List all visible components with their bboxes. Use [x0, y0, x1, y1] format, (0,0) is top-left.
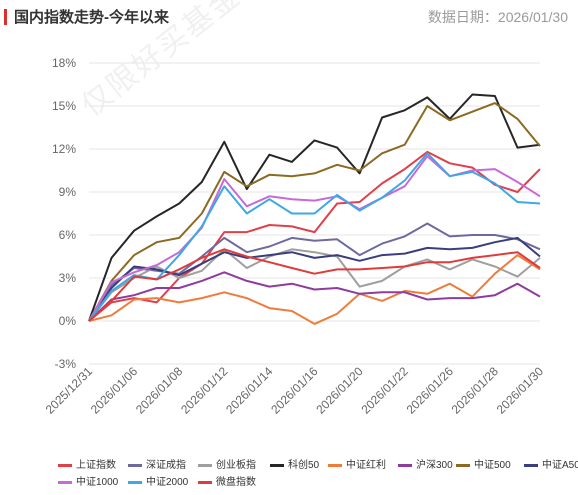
series-line	[88, 248, 541, 322]
series-line	[88, 93, 541, 322]
legend-item[interactable]: 中证红利	[328, 456, 386, 471]
page-title: 国内指数走势-今年以来	[14, 9, 169, 26]
legend-swatch	[58, 463, 72, 467]
legend-label: 中证500	[474, 460, 511, 471]
x-tick-label: 2026/01/08	[133, 364, 186, 417]
legend-swatch	[128, 480, 142, 484]
legend-item[interactable]: 中证500	[456, 456, 511, 471]
legend-item[interactable]: 沪深300	[398, 456, 453, 471]
legend-label: 上证指数	[76, 460, 116, 471]
series-line	[88, 271, 541, 322]
legend-label: 微盘指数	[216, 477, 256, 488]
series-line	[88, 254, 541, 325]
legend-label: 创业板指	[216, 460, 256, 471]
legend-item[interactable]: 科创50	[270, 456, 319, 471]
x-tick-label: 2026/01/22	[358, 364, 411, 417]
x-tick-label: 2026/01/26	[404, 364, 457, 417]
legend-swatch	[270, 463, 284, 467]
legend-item[interactable]: 创业板指	[198, 456, 256, 471]
y-tick-label: 3%	[59, 271, 77, 285]
legend-item[interactable]: 中证2000	[128, 473, 188, 488]
series-line	[88, 222, 541, 322]
legend-item[interactable]: 深证成指	[128, 456, 186, 471]
legend-swatch	[128, 463, 142, 467]
legend-swatch	[58, 480, 72, 484]
y-tick-label: 18%	[52, 56, 76, 70]
x-tick-label: 2026/01/30	[494, 364, 547, 417]
data-date: 数据日期：2026/01/30	[427, 9, 568, 25]
x-tick-label: 2025/12/31	[43, 364, 96, 417]
y-tick-label: 15%	[52, 99, 76, 113]
series-line	[88, 150, 541, 322]
x-axis-ticks: 2025/12/312026/01/062026/01/082026/01/12…	[43, 364, 547, 417]
legend-label: 中证2000	[146, 477, 189, 488]
legend-label: 中证红利	[346, 460, 386, 471]
x-tick-label: 2026/01/12	[178, 364, 231, 417]
legend-swatch	[328, 463, 342, 467]
series-lines	[88, 93, 541, 325]
x-tick-label: 2026/01/16	[268, 364, 321, 417]
legend-swatch	[524, 463, 538, 467]
header: 国内指数走势-今年以来 数据日期：2026/01/30	[0, 0, 578, 36]
y-tick-label: 12%	[52, 142, 76, 156]
series-line	[88, 152, 541, 322]
series-line	[88, 248, 541, 322]
legend-swatch	[198, 463, 212, 467]
legend-label: 沪深300	[416, 460, 453, 471]
legend-swatch	[456, 463, 470, 467]
legend-swatch	[398, 463, 412, 467]
legend-item[interactable]: 微盘指数	[198, 473, 256, 488]
x-tick-label: 2026/01/28	[449, 364, 502, 417]
legend-label: 深证成指	[146, 460, 186, 471]
legend-label: 科创50	[288, 460, 320, 471]
title-accent-bar	[4, 9, 7, 25]
series-line	[88, 102, 541, 322]
legend-label: 中证1000	[76, 477, 119, 488]
legend-swatch	[198, 480, 212, 484]
y-tick-label: 9%	[59, 185, 77, 199]
grid-lines	[89, 62, 540, 365]
x-tick-label: 2026/01/06	[88, 364, 141, 417]
x-tick-label: 2026/01/20	[313, 364, 366, 417]
legend-item[interactable]: 中证1000	[58, 473, 118, 488]
legend-label: 中证A500	[542, 460, 578, 471]
legend-item[interactable]: 上证指数	[58, 456, 116, 471]
y-tick-label: 0%	[59, 314, 77, 328]
legend-item[interactable]: 中证A500	[524, 456, 578, 471]
y-axis-ticks: -3% 0% 3% 6% 9% 12% 15% 18%	[52, 56, 76, 371]
y-tick-label: -3%	[55, 357, 77, 371]
y-tick-label: 6%	[59, 228, 77, 242]
x-tick-label: 2026/01/14	[223, 364, 276, 417]
